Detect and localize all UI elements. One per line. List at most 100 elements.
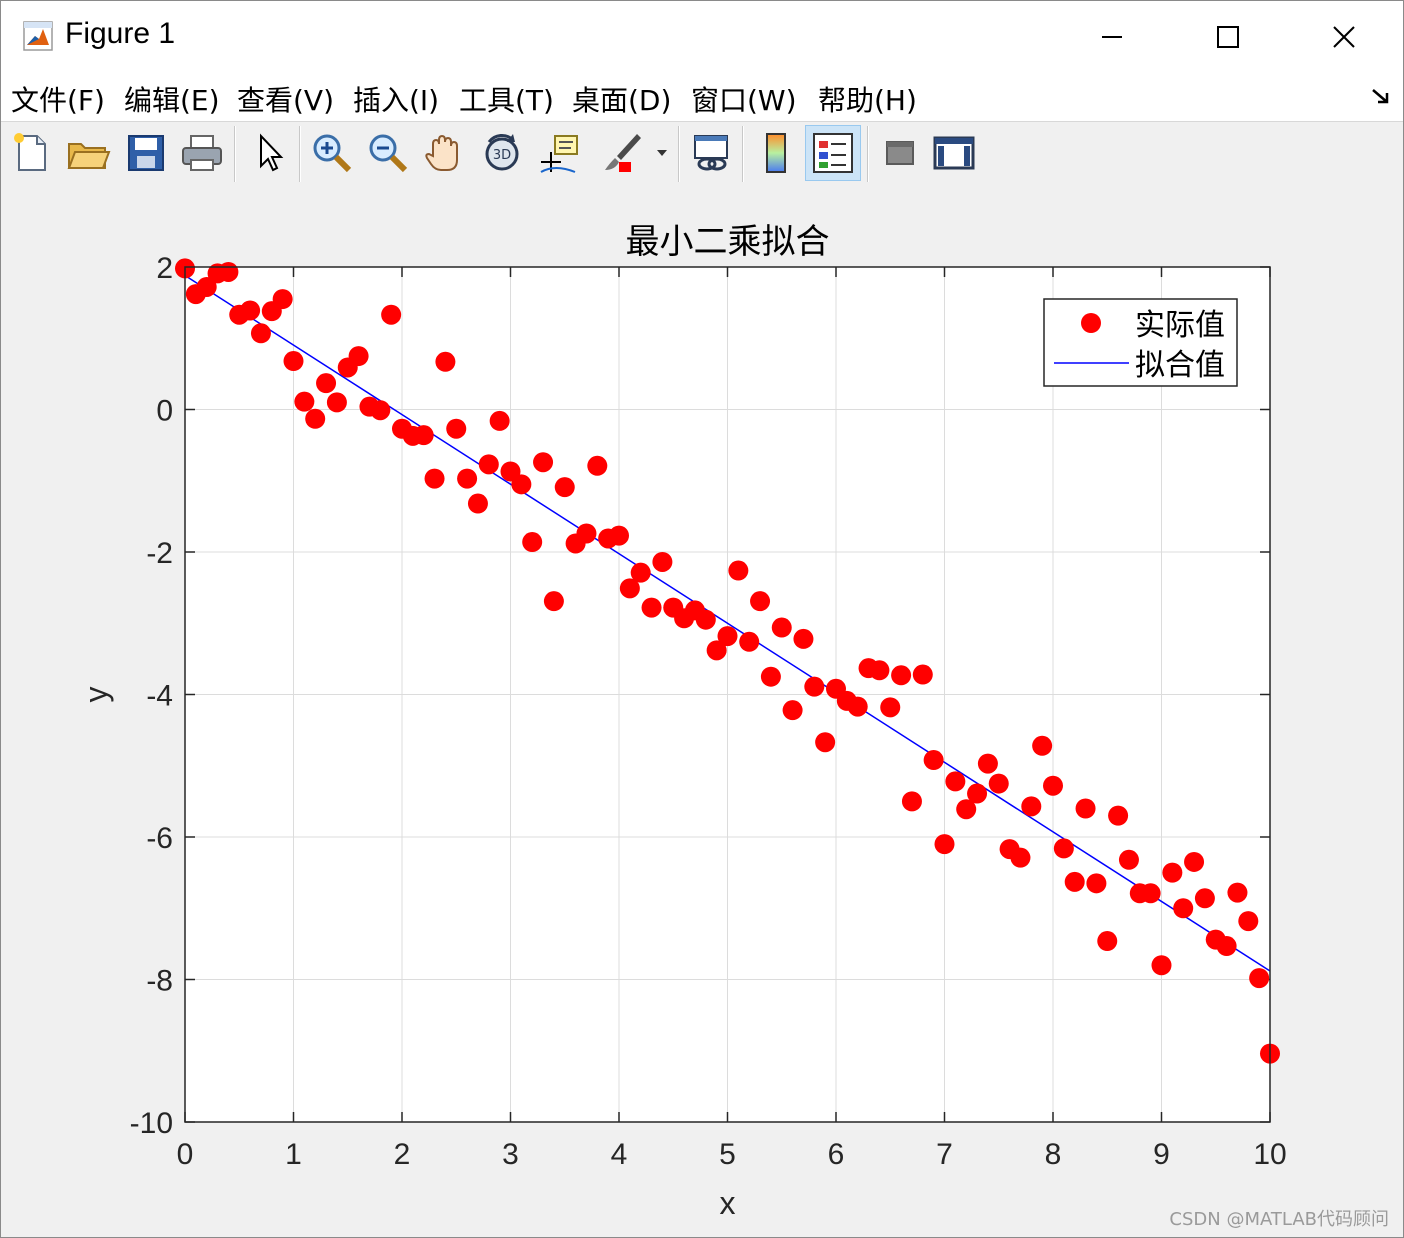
menu-tools[interactable]: 工具(T) [459,84,554,117]
data-point [294,391,315,412]
data-point [793,628,814,649]
save-button[interactable] [121,128,171,178]
legend-marker-actual [1081,313,1101,333]
data-point [196,276,217,297]
close-button[interactable] [1289,1,1399,73]
open-folder-icon [67,143,111,169]
data-point [218,261,239,282]
menu-insert[interactable]: 插入(I) [353,84,440,117]
figure-canvas: 0 1 2 3 4 5 6 7 8 9 10 -10 -8 -6 -4 -2 0 2 最小二乘拟合 x y 实际值 拟合值 … [1,186,1403,1237]
menu-help[interactable]: 帮助(H) [818,84,917,117]
y-tick-label: 2 [156,252,173,285]
data-cursor-button[interactable] [535,128,585,178]
chart-title: 最小二乘拟合 [626,222,830,262]
x-tick-label: 2 [394,1138,411,1171]
colorbar-icon [766,133,786,173]
data-point [489,410,510,431]
data-point [1249,968,1270,989]
menu-bar: 文件(F) 编辑(E) 查看(V) 插入(I) 工具(T) 桌面(D) 窗口(W… [1,73,1403,121]
print-icon [182,135,222,171]
brush-dropdown-button[interactable] [653,128,671,178]
data-point [522,532,543,553]
menu-edit[interactable]: 编辑(E) [124,84,220,117]
data-point [869,660,890,681]
data-point [695,609,716,630]
data-point [728,560,749,581]
data-point [543,591,564,612]
data-point [630,562,651,583]
zoom-out-button[interactable] [363,128,413,178]
menu-window[interactable]: 窗口(W) [691,84,797,117]
zoom-in-button[interactable] [307,128,357,178]
maximize-button[interactable] [1173,1,1283,73]
data-point [381,304,402,325]
data-point [467,493,488,514]
data-point [891,665,912,686]
save-icon [128,135,164,171]
data-point [967,783,988,804]
data-point [511,474,532,495]
menu-view[interactable]: 查看(V) [237,84,335,117]
data-point [880,697,901,718]
data-point [609,525,629,546]
legend-button[interactable] [805,125,861,181]
zoom-in-icon [313,134,352,173]
pan-button[interactable] [419,128,469,178]
data-point [771,617,792,638]
menu-desktop[interactable]: 桌面(D) [572,84,672,117]
data-point [782,700,803,721]
data-point [240,300,261,321]
data-point [250,323,271,344]
hide-plot-tools-icon [886,141,914,165]
zoom-out-icon [369,134,408,173]
scatter-series [175,258,1280,1064]
toolbar-separator [234,126,236,182]
open-button[interactable] [63,128,113,178]
show-plot-tools-button[interactable] [929,128,979,178]
data-point [750,591,771,612]
link-plot-button[interactable] [687,128,737,178]
data-point [413,425,434,446]
toolbar-separator [742,126,744,182]
hide-plot-tools-button[interactable] [875,128,925,178]
y-tick-label: -2 [146,537,173,570]
toolbar-separator [867,126,869,182]
rotate-button[interactable]: 3D [477,128,527,178]
pan-hand-icon [425,134,458,171]
new-figure-icon [14,133,46,171]
colorbar-button[interactable] [751,128,801,178]
dock-arrow-icon[interactable] [1371,87,1393,107]
data-point [923,750,944,771]
minimize-icon [1102,36,1122,38]
data-point [901,791,922,812]
menu-file[interactable]: 文件(F) [11,84,105,117]
data-point [717,626,738,647]
y-tick-label: -6 [146,822,173,855]
print-button[interactable] [177,128,227,178]
y-tick-label: -8 [146,965,173,998]
edit-plot-button[interactable] [245,128,295,178]
axes-box [184,266,1271,1123]
data-point [424,468,445,489]
data-point [1108,805,1129,826]
data-point [305,408,326,429]
new-figure-button[interactable] [7,128,57,178]
brush-button[interactable] [597,128,647,178]
data-point [1173,898,1194,919]
x-tick-label: 6 [828,1138,845,1171]
data-cursor-icon [540,135,578,173]
data-point [1086,873,1107,894]
legend-icon [813,133,853,173]
data-point [988,773,1009,794]
data-point [739,631,760,652]
minimize-button[interactable] [1057,1,1167,73]
brush-icon [605,134,641,172]
data-point [283,351,304,372]
x-tick-label: 0 [177,1138,194,1171]
x-axis-label: x [720,1185,736,1221]
maximize-icon [1217,26,1239,48]
title-bar[interactable]: Figure 1 [1,1,1403,73]
data-point [1118,849,1139,870]
